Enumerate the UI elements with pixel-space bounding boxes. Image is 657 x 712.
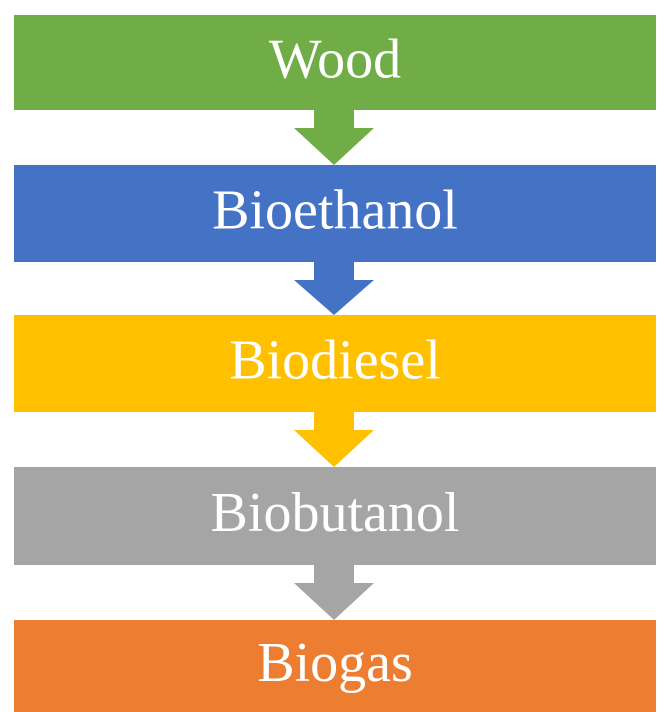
step-label: Wood: [269, 29, 401, 91]
step-box: [14, 165, 656, 262]
step-label: Biogas: [257, 632, 413, 694]
arrow: [294, 110, 374, 165]
step-box: [14, 620, 656, 712]
arrow: [294, 262, 374, 315]
step-box: [14, 467, 656, 565]
step-label: Biodiesel: [229, 330, 441, 392]
step-label: Biobutanol: [211, 482, 460, 544]
arrow: [294, 565, 374, 620]
step-box: [14, 315, 656, 412]
step-box: [14, 15, 656, 110]
arrow: [294, 412, 374, 467]
step-label: Bioethanol: [212, 180, 458, 242]
